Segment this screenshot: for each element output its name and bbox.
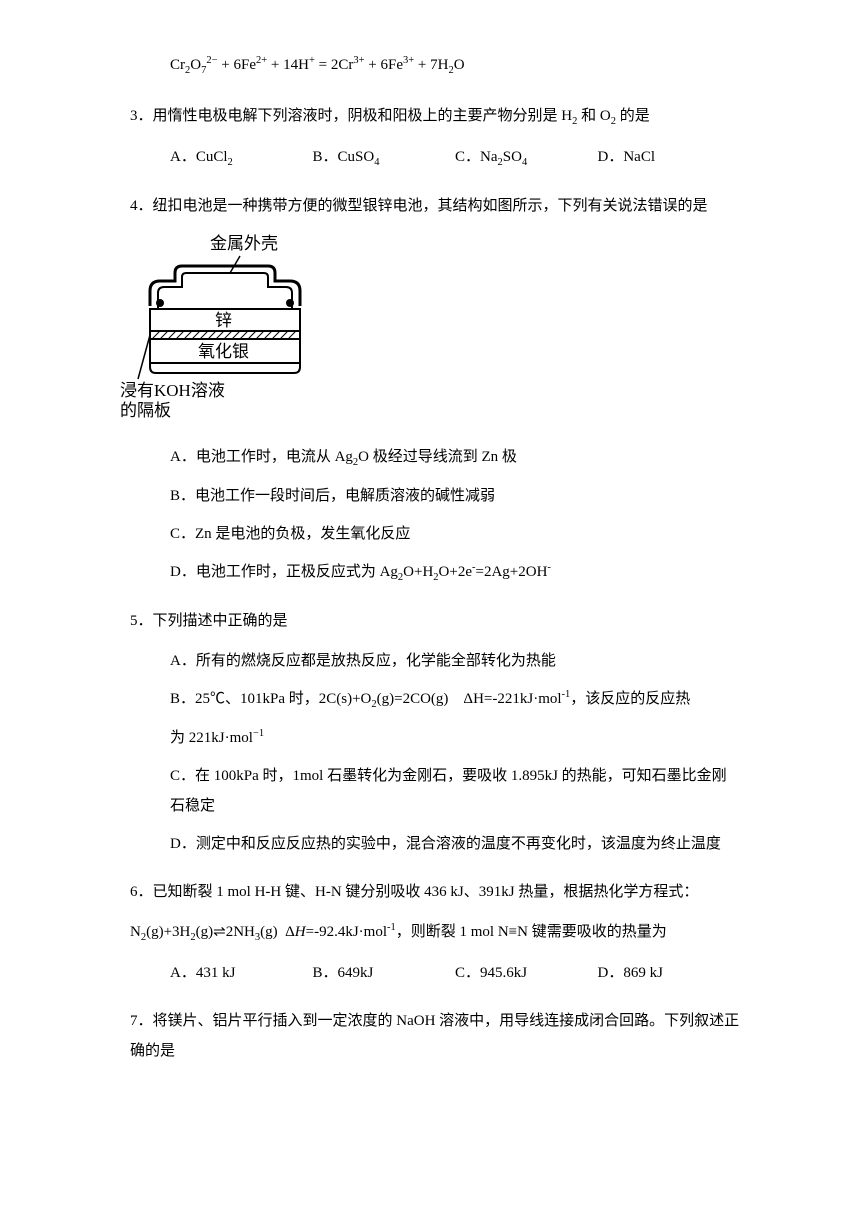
question-5-options: A．所有的燃烧反应都是放热反应，化学能全部转化为热能 B．25℃、101kPa … <box>170 646 740 859</box>
option-6d: D．869 kJ <box>598 958 741 988</box>
option-4d: D．电池工作时，正极反应式为 Ag2O+H2O+2e-=2Ag+2OH- <box>170 557 740 588</box>
option-5d: D．测定中和反应反应热的实验中，混合溶液的温度不再变化时，该温度为终止温度 <box>170 829 740 859</box>
option-6b: B．649kJ <box>313 958 456 988</box>
question-4-options: A．电池工作时，电流从 Ag2O 极经过导线流到 Zn 极 B．电池工作一段时间… <box>170 442 740 588</box>
question-6-cont: N2(g)+3H2(g)⇌2NH3(g) ΔH=-92.4kJ·mol-1，则断… <box>130 917 740 948</box>
label-silver-oxide: 氧化银 <box>198 342 249 361</box>
label-metal-shell: 金属外壳 <box>210 234 278 253</box>
option-5a: A．所有的燃烧反应都是放热反应，化学能全部转化为热能 <box>170 646 740 676</box>
option-4a: A．电池工作时，电流从 Ag2O 极经过导线流到 Zn 极 <box>170 442 740 473</box>
question-6-options: A．431 kJ B．649kJ C．945.6kJ D．869 kJ <box>170 958 740 988</box>
question-3: 3．用惰性电极电解下列溶液时，阴极和阳极上的主要产物分别是 H2 和 O2 的是 <box>130 101 740 132</box>
chemical-equation: Cr2O72− + 6Fe2+ + 14H+ = 2Cr3+ + 6Fe3+ +… <box>170 50 740 81</box>
label-zinc: 锌 <box>215 311 232 330</box>
option-3b: B．CuSO4 <box>313 142 456 173</box>
question-4: 4．纽扣电池是一种携带方便的微型银锌电池，其结构如图所示，下列有关说法错误的是 <box>130 191 740 221</box>
option-5b: B．25℃、101kPa 时，2C(s)+O2(g)=2CO(g) ΔH=-22… <box>170 684 740 715</box>
battery-diagram: 金属外壳 锌 氧化银 浸有KOH溶液 的隔板 <box>120 231 740 432</box>
option-4b: B．电池工作一段时间后，电解质溶液的碱性减弱 <box>170 481 740 511</box>
label-koh-2: 的隔板 <box>120 401 171 420</box>
option-6a: A．431 kJ <box>170 958 313 988</box>
question-6: 6．已知断裂 1 mol H-H 键、H-N 键分别吸收 436 kJ、391k… <box>130 877 740 907</box>
option-5c: C．在 100kPa 时，1mol 石墨转化为金刚石，要吸收 1.895kJ 的… <box>170 761 740 821</box>
question-3-options: A．CuCl2 B．CuSO4 C．Na2SO4 D．NaCl <box>170 142 740 173</box>
option-5b-cont: 为 221kJ·mol−1 <box>170 723 740 753</box>
question-5: 5．下列描述中正确的是 <box>130 606 740 636</box>
option-3a: A．CuCl2 <box>170 142 313 173</box>
option-6c: C．945.6kJ <box>455 958 598 988</box>
question-7: 7．将镁片、铝片平行插入到一定浓度的 NaOH 溶液中，用导线连接成闭合回路。下… <box>130 1006 740 1066</box>
option-3c: C．Na2SO4 <box>455 142 598 173</box>
option-4c: C．Zn 是电池的负极，发生氧化反应 <box>170 519 740 549</box>
option-3d: D．NaCl <box>598 142 741 173</box>
label-koh-1: 浸有KOH溶液 <box>120 381 225 400</box>
